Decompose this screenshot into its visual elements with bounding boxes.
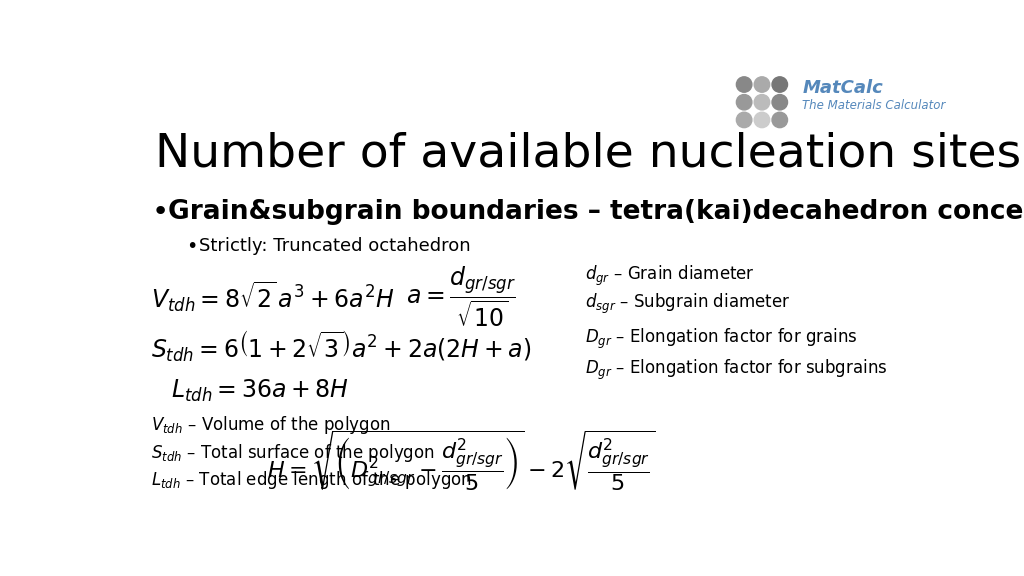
Circle shape bbox=[772, 77, 787, 92]
Circle shape bbox=[755, 112, 770, 128]
Circle shape bbox=[736, 77, 752, 92]
Text: $a = \dfrac{d_{gr/sgr}}{\sqrt{10}}$: $a = \dfrac{d_{gr/sgr}}{\sqrt{10}}$ bbox=[407, 264, 516, 328]
Text: MatCalc: MatCalc bbox=[802, 79, 883, 97]
Circle shape bbox=[755, 94, 770, 110]
Text: $L_{tdh}$ – Total edge length of the polygon: $L_{tdh}$ – Total edge length of the pol… bbox=[152, 469, 472, 491]
Text: $S_{tdh}$ – Total surface of the polygon: $S_{tdh}$ – Total surface of the polygon bbox=[152, 442, 435, 464]
Text: Strictly: Truncated octahedron: Strictly: Truncated octahedron bbox=[200, 237, 471, 255]
Text: $D_{gr}$ – Elongation factor for subgrains: $D_{gr}$ – Elongation factor for subgrai… bbox=[586, 357, 888, 381]
Text: $L_{tdh} = 36a + 8H$: $L_{tdh} = 36a + 8H$ bbox=[171, 378, 348, 404]
Circle shape bbox=[755, 77, 770, 92]
Circle shape bbox=[736, 112, 752, 128]
Text: Number of available nucleation sites: Number of available nucleation sites bbox=[155, 131, 1021, 176]
Text: Grain&subgrain boundaries – tetra(kai)decahedron concept: Grain&subgrain boundaries – tetra(kai)de… bbox=[168, 199, 1024, 225]
Text: $V_{tdh}$ – Volume of the polygon: $V_{tdh}$ – Volume of the polygon bbox=[152, 414, 390, 436]
Text: $d_{sgr}$ – Subgrain diameter: $d_{sgr}$ – Subgrain diameter bbox=[586, 292, 791, 316]
Text: $H = \sqrt{\left(D^2_{gr/sgr} - \dfrac{d^2_{gr/sgr}}{5}\right)} - 2\sqrt{\dfrac{: $H = \sqrt{\left(D^2_{gr/sgr} - \dfrac{d… bbox=[267, 429, 655, 494]
Circle shape bbox=[736, 94, 752, 110]
Text: $V_{tdh} = 8\sqrt{2}\,a^3 + 6a^2H$: $V_{tdh} = 8\sqrt{2}\,a^3 + 6a^2H$ bbox=[152, 279, 395, 313]
Text: The Materials Calculator: The Materials Calculator bbox=[802, 99, 945, 112]
Text: •: • bbox=[186, 237, 198, 256]
Text: $S_{tdh} = 6\left(1 + 2\sqrt{3}\right)a^2 + 2a(2H + a)$: $S_{tdh} = 6\left(1 + 2\sqrt{3}\right)a^… bbox=[152, 329, 531, 364]
Circle shape bbox=[772, 112, 787, 128]
Text: •: • bbox=[152, 198, 169, 226]
Text: $D_{gr}$ – Elongation factor for grains: $D_{gr}$ – Elongation factor for grains bbox=[586, 327, 858, 351]
Text: $d_{gr}$ – Grain diameter: $d_{gr}$ – Grain diameter bbox=[586, 263, 755, 287]
Circle shape bbox=[772, 94, 787, 110]
